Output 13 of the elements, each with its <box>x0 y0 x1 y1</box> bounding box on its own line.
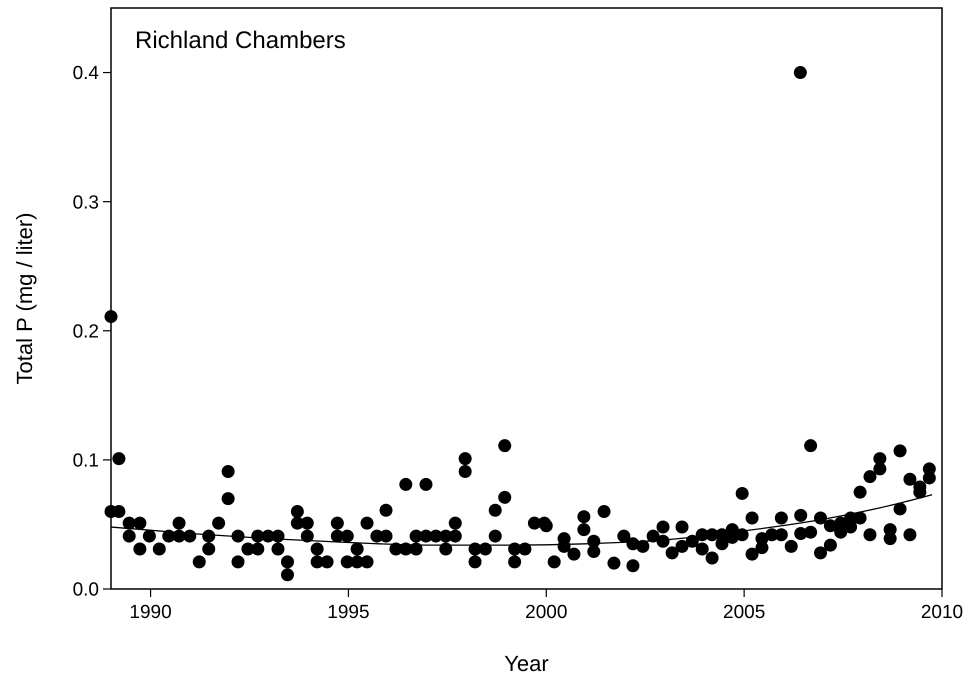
y-tick-label: 0.1 <box>72 450 99 472</box>
y-axis-title: Total P (mg / liter) <box>12 212 37 384</box>
x-tick-label: 2000 <box>525 602 568 623</box>
x-tick-label: 1990 <box>129 602 172 623</box>
text: Richland Chambers <box>135 27 346 54</box>
y-tick-label: 0.0 <box>72 580 99 601</box>
y-tick-label: 0.2 <box>72 321 99 342</box>
x-axis-title: Year <box>504 651 549 676</box>
y-tick-label: 0.4 <box>72 63 100 84</box>
x-tick-label: 1995 <box>327 602 370 623</box>
y-tick-label: 0.3 <box>72 192 99 214</box>
x-tick-label: 2005 <box>723 602 766 623</box>
x-tick-label: 2010 <box>920 602 964 623</box>
